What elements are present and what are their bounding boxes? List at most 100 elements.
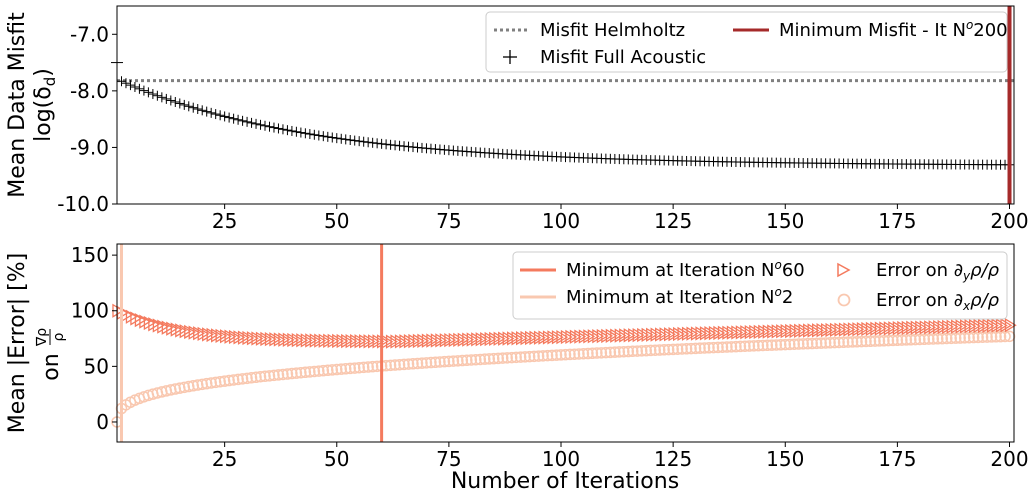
error-dx-point [613, 346, 626, 358]
top-x-tick-label: 175 [878, 209, 916, 233]
error-dx-point [353, 361, 365, 374]
error-dx-point [429, 356, 442, 369]
misfit-full-acoustic-point [318, 131, 329, 142]
top-y-axis-label: Mean Data Misfit [5, 12, 30, 198]
error-dx-point [537, 350, 549, 362]
error-dx-point [689, 342, 702, 355]
error-dx-point [725, 341, 738, 353]
misfit-full-acoustic-point [322, 131, 333, 142]
error-dx-point [653, 344, 666, 356]
legend-min-misfit-label: Minimum Misfit - It No200 [779, 18, 1008, 41]
misfit-full-acoustic-point [219, 111, 230, 122]
error-dx-point [438, 355, 451, 368]
legend-min60-label: Minimum at Iteration No60 [566, 258, 805, 281]
bottom-y-tick-label: 150 [71, 243, 109, 267]
misfit-full-acoustic-point [345, 134, 356, 145]
misfit-full-acoustic-point [277, 124, 288, 135]
error-dx-point [779, 338, 792, 351]
bottom-y-tick-label: 100 [71, 299, 109, 323]
error-dx-point [815, 337, 827, 349]
error-dx-point [784, 338, 796, 351]
error-dx-point [483, 353, 496, 365]
svg-text:ρ: ρ [51, 332, 67, 341]
error-dx-point [523, 350, 536, 363]
error-dx-point [514, 351, 527, 363]
error-dx-point [667, 343, 679, 356]
error-dx-point [622, 345, 635, 358]
error-dx-point [792, 338, 805, 350]
misfit-full-acoustic-point [300, 128, 311, 139]
legend-full-acoustic-swatch [503, 50, 517, 64]
error-dx-point [465, 354, 478, 366]
misfit-full-acoustic-point [286, 125, 297, 136]
error-dx-point [1003, 330, 1016, 343]
misfit-full-acoustic-point [138, 85, 149, 96]
error-dx-point [752, 339, 765, 352]
error-dx-point [676, 343, 688, 355]
misfit-full-acoustic-point [165, 95, 176, 106]
misfit-full-acoustic-point [156, 92, 167, 103]
error-dx-point [694, 342, 706, 354]
bottom-x-tick-label: 200 [990, 447, 1028, 471]
error-dx-point [761, 339, 774, 352]
error-dx-point [824, 337, 836, 349]
misfit-full-acoustic-point [215, 110, 226, 121]
misfit-full-acoustic-point [246, 117, 257, 128]
error-dx-point [236, 373, 249, 385]
legend-dy-error-label: Error on ∂yρ/ρ [876, 260, 1000, 283]
misfit-full-acoustic-point [125, 80, 136, 91]
misfit-full-acoustic-point [268, 122, 279, 133]
error-dx-point [595, 347, 608, 359]
misfit-full-acoustic-point [233, 114, 244, 125]
error-dx-point [837, 336, 850, 349]
error-dx-point [662, 343, 675, 356]
error-dx-point [748, 340, 760, 352]
bottom-x-tick-label: 125 [654, 447, 692, 471]
error-dx-point [398, 358, 410, 371]
error-dx-point [644, 344, 657, 357]
misfit-full-acoustic-point [206, 107, 217, 118]
error-dx-point [384, 359, 397, 372]
misfit-full-acoustic-point [161, 93, 172, 104]
error-dx-point [331, 363, 343, 376]
error-dx-point [250, 371, 262, 384]
svg-text:∇ρ: ∇ρ [34, 328, 50, 347]
error-dx-point [492, 352, 504, 365]
bottom-chart-panel: 25 50 75 100 125 150 175 200 0 50 100 150 Mean |Err… [5, 243, 1029, 494]
error-dx-point [698, 342, 711, 354]
error-dx-point [366, 360, 379, 373]
error-dx-point [604, 346, 617, 359]
error-dx-point [730, 340, 742, 353]
misfit-full-acoustic-point [120, 78, 131, 89]
error-dx-point [254, 371, 267, 383]
error-dx-point [313, 365, 325, 377]
error-dx-point [357, 361, 370, 374]
error-dx-point [559, 348, 572, 361]
error-dx-point [402, 358, 415, 370]
error-dx-point [191, 379, 204, 391]
misfit-full-acoustic-point [152, 90, 163, 101]
error-dx-point [322, 364, 334, 377]
error-dx-point [801, 337, 814, 350]
misfit-full-acoustic-point [201, 106, 212, 117]
misfit-full-acoustic-point [143, 87, 154, 98]
error-dx-point [900, 334, 913, 346]
misfit-full-acoustic-point [116, 76, 127, 87]
error-dx-point [393, 358, 406, 371]
error-dx-point [304, 366, 316, 378]
error-dx-point [680, 343, 693, 355]
error-dx-point [627, 345, 639, 358]
legend-min2-label: Minimum at Iteration No2 [566, 285, 793, 308]
error-dx-point [528, 350, 540, 363]
error-dx-point [470, 353, 482, 366]
error-dx-point [218, 375, 231, 387]
error-dx-point [510, 351, 522, 364]
error-dx-point [519, 351, 531, 363]
error-dx-point [577, 347, 590, 360]
error-dx-point [339, 363, 352, 375]
misfit-full-acoustic-point [304, 129, 315, 140]
error-dx-point [461, 354, 473, 367]
error-dx-point [205, 377, 217, 389]
error-dx-point [407, 358, 419, 370]
misfit-full-acoustic-point [129, 81, 140, 92]
